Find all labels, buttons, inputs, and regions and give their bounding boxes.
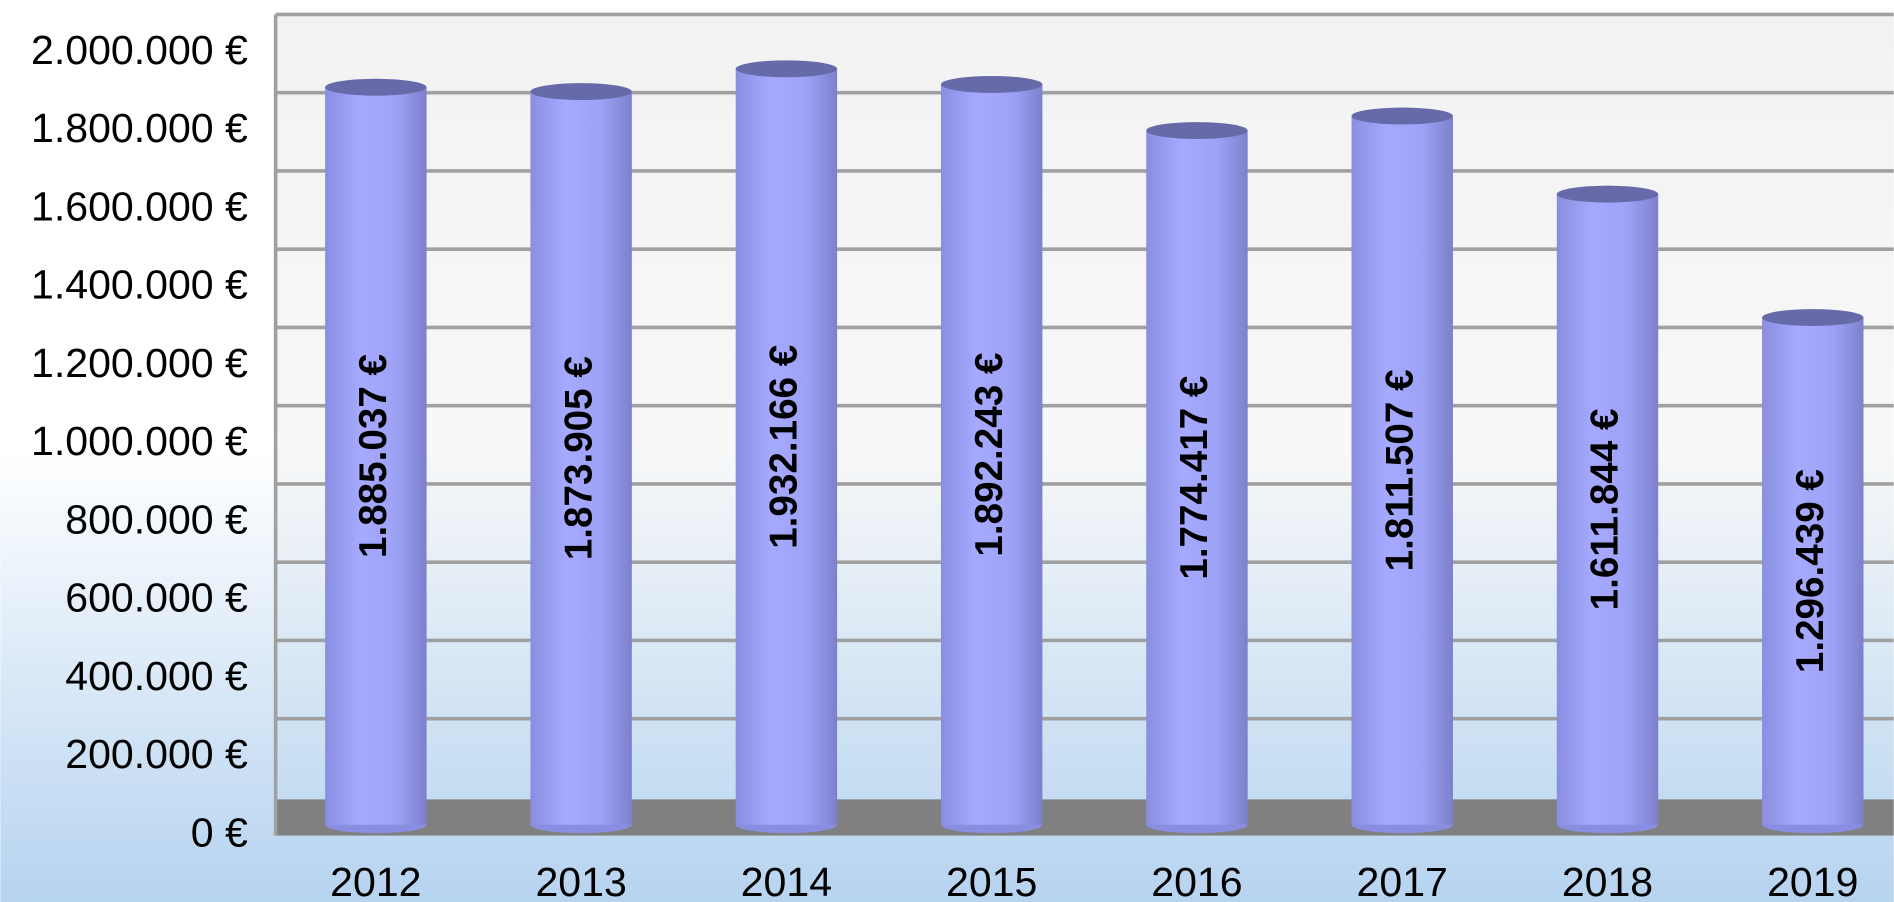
bar	[940, 75, 1043, 834]
bar-top	[530, 83, 632, 101]
y-tick-label: 1.400.000 €	[31, 262, 248, 308]
bar	[1762, 309, 1864, 834]
x-tick-label: 2012	[330, 859, 421, 902]
x-tick-label: 2017	[1357, 859, 1448, 902]
value-label: 1.932.166 €	[763, 345, 806, 549]
y-tick-label: 0 €	[191, 809, 248, 855]
bar-top	[735, 60, 838, 78]
bar-body	[940, 84, 1043, 825]
x-tick-label: 2019	[1767, 859, 1858, 902]
bar	[1351, 107, 1453, 834]
bar-body	[1556, 194, 1659, 825]
y-tick-label: 1.000.000 €	[31, 418, 248, 464]
y-tick-label: 600.000 €	[65, 575, 248, 621]
bar-body	[1762, 317, 1864, 825]
value-label: 1.774.417 €	[1173, 376, 1216, 580]
x-tick-label: 2014	[741, 859, 832, 902]
value-label: 1.811.507 €	[1378, 369, 1421, 571]
bar	[325, 78, 427, 834]
bar-top	[1762, 309, 1864, 326]
bar-top	[1556, 185, 1659, 203]
x-tick-label: 2013	[535, 859, 626, 902]
value-label: 1.611.844 €	[1584, 408, 1627, 610]
x-tick-label: 2018	[1562, 859, 1653, 902]
bar-body	[735, 68, 838, 825]
y-tick-label: 400.000 €	[65, 653, 248, 699]
bar-body	[1146, 130, 1248, 825]
bar	[735, 60, 838, 834]
value-label: 1.885.037 €	[352, 354, 395, 558]
y-tick-label: 2.000.000 €	[31, 27, 248, 73]
bar	[1146, 122, 1248, 834]
x-tick-label: 2015	[946, 859, 1037, 902]
bar	[1556, 185, 1659, 834]
bar-body	[325, 87, 427, 825]
bar-body	[1351, 116, 1453, 825]
value-label: 1.892.243 €	[968, 353, 1011, 557]
bar-top	[940, 75, 1043, 93]
y-tick-label: 1.800.000 €	[31, 105, 248, 151]
bar-body	[530, 91, 632, 825]
bar-top	[325, 78, 427, 96]
x-tick-label: 2016	[1151, 859, 1242, 902]
bar-top	[1351, 107, 1453, 125]
bar-top	[1146, 122, 1248, 139]
y-tick-label: 1.200.000 €	[31, 340, 248, 386]
y-tick-label: 200.000 €	[65, 731, 248, 777]
y-tick-label: 800.000 €	[65, 496, 248, 542]
value-label: 1.873.905 €	[557, 356, 600, 560]
value-label: 1.296.439 €	[1789, 469, 1832, 673]
y-tick-label: 1.600.000 €	[31, 183, 248, 229]
bar	[530, 83, 632, 834]
